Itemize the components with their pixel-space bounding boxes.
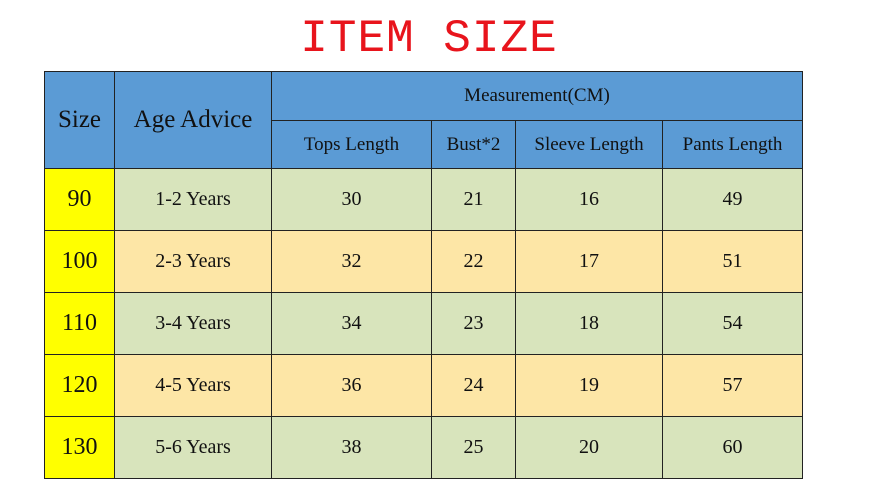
header-tops-length: Tops Length: [271, 120, 432, 169]
size-cell: 130: [44, 416, 115, 479]
bust-cell: 21: [431, 168, 516, 231]
size-cell: 100: [44, 230, 115, 293]
header-bust: Bust*2: [431, 120, 516, 169]
tops-length-cell: 36: [271, 354, 432, 417]
age-cell: 1-2 Years: [114, 168, 272, 231]
tops-length-cell: 34: [271, 292, 432, 355]
bust-cell: 24: [431, 354, 516, 417]
pants-length-cell: 51: [662, 230, 803, 293]
page-title: ITEM SIZE: [300, 13, 558, 65]
age-cell: 5-6 Years: [114, 416, 272, 479]
header-size: Size: [44, 71, 115, 169]
tops-length-cell: 30: [271, 168, 432, 231]
pants-length-cell: 49: [662, 168, 803, 231]
table-row: 90 1-2 Years 30 21 16 49: [44, 168, 803, 231]
size-cell: 110: [44, 292, 115, 355]
size-cell: 120: [44, 354, 115, 417]
tops-length-cell: 32: [271, 230, 432, 293]
table-row: 130 5-6 Years 38 25 20 60: [44, 416, 803, 479]
table-row: 120 4-5 Years 36 24 19 57: [44, 354, 803, 417]
table-row: 110 3-4 Years 34 23 18 54: [44, 292, 803, 355]
header-sleeve-length: Sleeve Length: [515, 120, 663, 169]
sleeve-length-cell: 19: [515, 354, 663, 417]
header-measurement: Measurement(CM): [271, 71, 803, 121]
tops-length-cell: 38: [271, 416, 432, 479]
age-cell: 2-3 Years: [114, 230, 272, 293]
header-pants-length: Pants Length: [662, 120, 803, 169]
age-cell: 3-4 Years: [114, 292, 272, 355]
bust-cell: 22: [431, 230, 516, 293]
age-cell: 4-5 Years: [114, 354, 272, 417]
bust-cell: 23: [431, 292, 516, 355]
size-cell: 90: [44, 168, 115, 231]
size-table: Size Age Advice Measurement(CM) Tops Len…: [44, 71, 803, 479]
sleeve-length-cell: 16: [515, 168, 663, 231]
pants-length-cell: 60: [662, 416, 803, 479]
sleeve-length-cell: 20: [515, 416, 663, 479]
header-age-advice: Age Advice: [114, 71, 272, 169]
pants-length-cell: 57: [662, 354, 803, 417]
bust-cell: 25: [431, 416, 516, 479]
table-row: 100 2-3 Years 32 22 17 51: [44, 230, 803, 293]
sleeve-length-cell: 18: [515, 292, 663, 355]
pants-length-cell: 54: [662, 292, 803, 355]
sleeve-length-cell: 17: [515, 230, 663, 293]
